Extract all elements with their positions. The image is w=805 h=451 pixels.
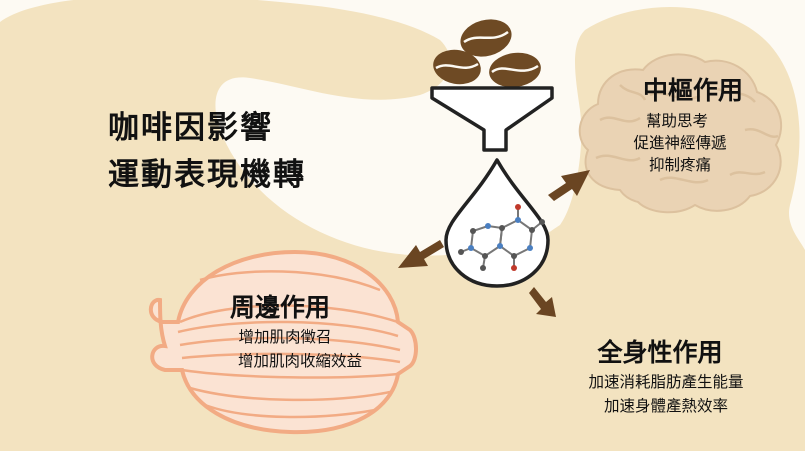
- central-effect-item-1: 幫助思考: [645, 112, 709, 130]
- caffeine-atoms: [458, 204, 545, 271]
- systemic-effect-item-2: 加速身體產熱效率: [603, 397, 729, 415]
- central-effect-heading: 中樞作用: [642, 76, 744, 105]
- peripheral-effect-item-1: 增加肌肉徵召: [238, 328, 332, 346]
- systemic-effect-heading: 全身性作用: [597, 338, 723, 367]
- arrow-icon: [398, 170, 590, 317]
- drop-icon: [444, 158, 550, 288]
- coffee-bean-icon: [433, 19, 541, 88]
- diagram-title-line2: 運動表現機轉: [108, 157, 306, 193]
- central-effect-item-2: 促進神經傳遞: [633, 134, 727, 152]
- peripheral-effect-heading: 周邊作用: [229, 293, 331, 322]
- peripheral-effect-item-2: 增加肌肉收縮效益: [237, 352, 363, 370]
- diagram-title-line1: 咖啡因影響: [108, 110, 273, 146]
- systemic-effect-item-1: 加速消耗脂肪產生能量: [588, 373, 744, 391]
- brain-icon: [578, 53, 783, 214]
- central-effect-item-3: 抑制疼痛: [648, 156, 712, 174]
- funnel-icon: [430, 86, 554, 152]
- muscle-icon: [148, 249, 418, 435]
